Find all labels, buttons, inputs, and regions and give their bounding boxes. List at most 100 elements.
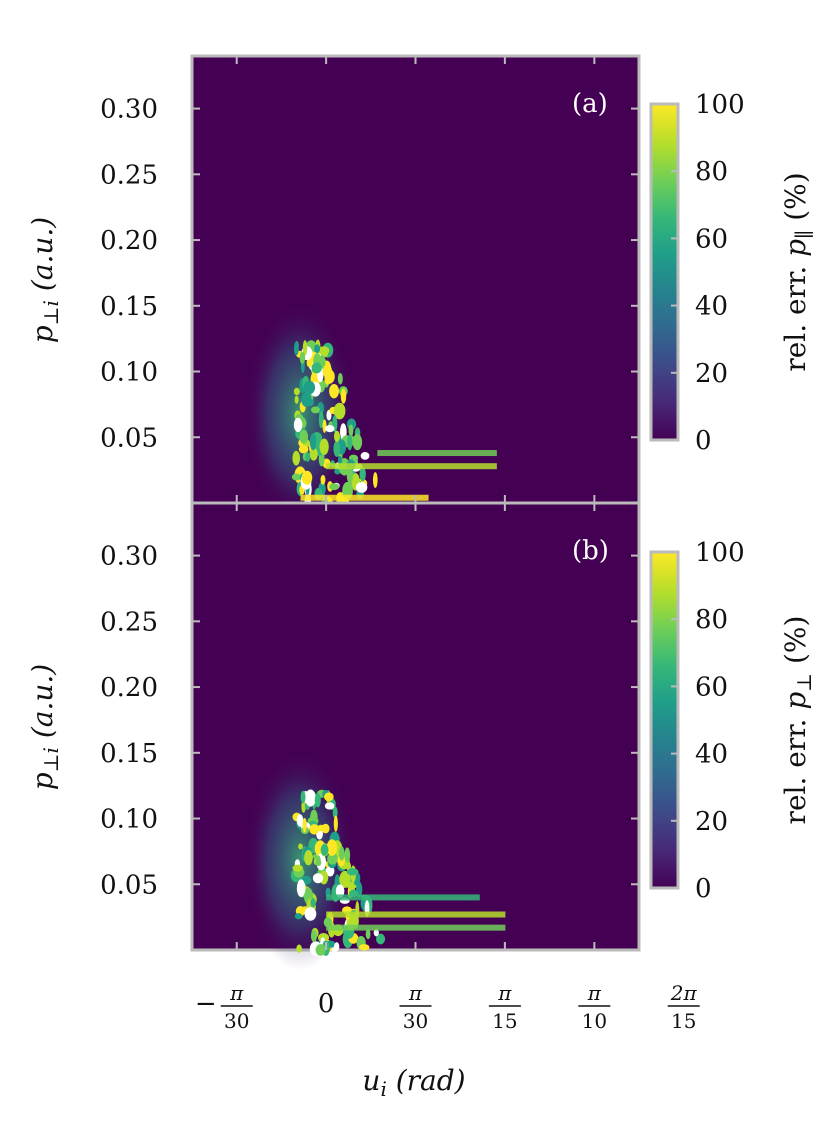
heat-spot bbox=[301, 392, 312, 407]
heat-spot bbox=[294, 341, 299, 356]
x-tick-label-numerator: 2π bbox=[670, 981, 698, 1005]
heat-spot bbox=[303, 790, 316, 801]
panel-a-colorbar-ticks: 100 80 60 40 20 0 bbox=[671, 90, 745, 456]
heat-spot bbox=[291, 473, 301, 481]
heat-spot bbox=[294, 913, 303, 920]
heat-spot bbox=[309, 433, 317, 451]
heat-spot bbox=[293, 387, 300, 396]
panel-b-colorbar: 100 80 60 40 20 0 rel. err. p⊥ (%) bbox=[649, 538, 816, 904]
heat-spot bbox=[315, 944, 326, 956]
heat-spot bbox=[299, 351, 306, 364]
heat-spot bbox=[352, 433, 363, 451]
heat-spot bbox=[333, 815, 338, 832]
panel-a-y-axis-label: p⊥i (a.u.) bbox=[26, 217, 63, 343]
heat-spot bbox=[296, 814, 304, 827]
heat-spot bbox=[329, 384, 340, 399]
heat-spot bbox=[358, 944, 370, 951]
y-tick-label: 0.20 bbox=[100, 673, 158, 703]
heat-spot bbox=[333, 440, 341, 457]
heat-spot bbox=[292, 450, 301, 466]
heat-spot bbox=[298, 843, 303, 850]
heat-spot bbox=[345, 861, 352, 871]
heat-spot bbox=[296, 944, 302, 953]
heat-spot bbox=[317, 346, 330, 355]
heat-streak bbox=[326, 894, 480, 901]
heat-spot bbox=[325, 425, 335, 433]
x-tick-label: π 15 bbox=[488, 981, 521, 1033]
heat-spot bbox=[293, 417, 303, 433]
y-tick-label: 0.10 bbox=[100, 358, 158, 388]
heat-spot bbox=[320, 843, 329, 856]
heat-spot bbox=[311, 362, 322, 374]
colorbar-tick-label: 60 bbox=[695, 672, 728, 702]
panel-a-y-ticks: 0.30 0.25 0.20 0.15 0.10 0.05 bbox=[100, 95, 639, 453]
panel-a-colorbar: 100 80 60 40 20 0 rel. err. p∥ (%) bbox=[649, 90, 816, 456]
colorbar-tick-label: 0 bbox=[695, 874, 712, 904]
x-tick-label-denominator: 15 bbox=[671, 1009, 696, 1033]
heat-spot bbox=[347, 434, 353, 451]
heat-spot bbox=[348, 424, 354, 437]
y-tick-label: 0.30 bbox=[100, 95, 158, 125]
heat-spot bbox=[318, 411, 324, 429]
heat-spot bbox=[355, 481, 368, 493]
colorbar-tick-label: 40 bbox=[695, 292, 728, 322]
x-tick-label-numerator: π bbox=[408, 981, 423, 1005]
heat-spot bbox=[309, 447, 318, 461]
heat-streak bbox=[300, 494, 429, 501]
heat-spot bbox=[299, 430, 309, 444]
panel-b-tag: (b) bbox=[572, 536, 609, 566]
colorbar-tick-label: 60 bbox=[695, 224, 728, 254]
panel-a-colorbar-label: rel. err. p∥ (%) bbox=[779, 172, 816, 371]
panel-b-y-axis-label: p⊥i (a.u.) bbox=[26, 664, 63, 790]
heat-spot bbox=[338, 846, 345, 861]
panel-a: (a) 0.300.250.200.150.100.05 p⊥i (a.u.) … bbox=[26, 54, 816, 523]
panel-b-colorbar-ticks: 100 80 60 40 20 0 bbox=[671, 538, 745, 904]
heat-spot bbox=[337, 372, 343, 385]
heat-spot bbox=[309, 824, 320, 835]
heat-spot bbox=[339, 870, 351, 888]
heat-spot bbox=[315, 859, 322, 867]
heat-spot bbox=[346, 868, 359, 876]
panel-a-colorbar-bar bbox=[649, 102, 680, 442]
heat-spot bbox=[306, 358, 313, 368]
heat-spot bbox=[294, 395, 299, 404]
heat-spot bbox=[305, 452, 311, 462]
heat-spot bbox=[324, 802, 335, 810]
heat-spot bbox=[326, 839, 338, 856]
x-tick-label-denominator: 30 bbox=[403, 1009, 428, 1033]
heat-spot bbox=[314, 793, 321, 808]
x-tick-label: 0 bbox=[318, 989, 335, 1019]
heat-spot bbox=[322, 419, 327, 433]
heat-spot bbox=[372, 472, 378, 488]
x-tick-label: − π 30 bbox=[195, 981, 253, 1033]
y-tick-label: 0.25 bbox=[100, 160, 158, 190]
heat-spot bbox=[332, 806, 338, 819]
heat-spot bbox=[340, 388, 347, 404]
heat-spot bbox=[320, 474, 326, 485]
y-tick-label: 0.30 bbox=[100, 542, 158, 572]
heat-spot bbox=[324, 792, 334, 802]
y-tick-label: 0.05 bbox=[100, 423, 158, 453]
panel-b-colorbar-bar bbox=[649, 550, 680, 890]
heat-spot bbox=[298, 445, 309, 454]
heat-spot bbox=[310, 898, 316, 908]
heat-spot bbox=[344, 847, 351, 863]
x-tick-label: π 10 bbox=[578, 981, 611, 1033]
heat-spot bbox=[333, 402, 346, 420]
heat-spot bbox=[301, 800, 306, 813]
colorbar-tick-label: 80 bbox=[695, 157, 728, 187]
heat-spot bbox=[324, 369, 335, 384]
heat-streak bbox=[326, 924, 506, 931]
heat-spot bbox=[329, 483, 340, 491]
colorbar-tick-label: 20 bbox=[695, 807, 728, 837]
panel-a-tag: (a) bbox=[572, 89, 608, 119]
x-tick-label-text: 0 bbox=[318, 989, 335, 1019]
x-axis-tick-labels: − π30 0 π 30 π15 π10 2π 15 bbox=[195, 981, 700, 1033]
x-tick-label-numerator: π bbox=[587, 981, 602, 1005]
heat-spot bbox=[296, 879, 306, 898]
heat-spot bbox=[302, 817, 307, 833]
heat-spot bbox=[314, 344, 321, 354]
x-tick-label-denominator: 30 bbox=[224, 1009, 249, 1033]
x-tick-label-numerator: π bbox=[497, 981, 512, 1005]
panel-b-y-ticks: 0.30 0.25 0.20 0.15 0.10 0.05 bbox=[100, 542, 639, 900]
